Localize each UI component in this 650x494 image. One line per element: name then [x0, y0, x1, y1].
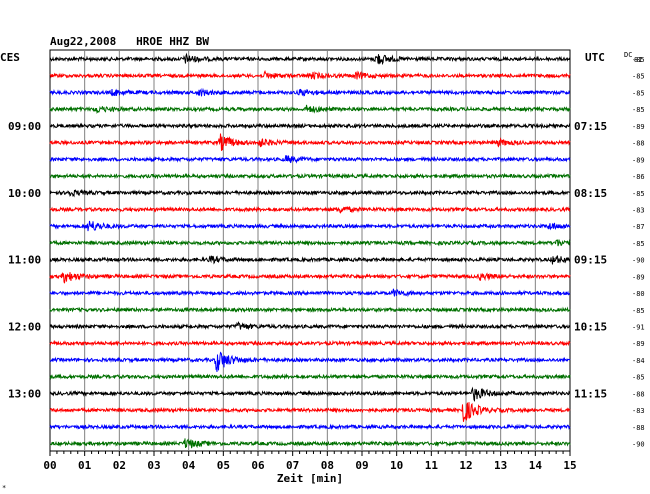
left-time-label: 10:00	[8, 187, 41, 200]
dc-value: -85	[632, 73, 645, 81]
plot-frame	[49, 49, 571, 452]
x-axis: 00 01 02 03 04 05 06 07 08 09 10 11 12 13 14 15	[43, 451, 577, 472]
x-tick-label: 06	[251, 459, 265, 472]
left-time-label: 13:00	[8, 387, 41, 400]
trace-line	[49, 373, 571, 381]
dc-value: -85	[632, 190, 645, 198]
dc-value: -89	[632, 123, 645, 131]
x-tick-label: 07	[286, 459, 299, 472]
x-tick-label: 08	[321, 459, 334, 472]
dc-value-column: -85 -85 -85 -85 -89 -88 -89 -86 -85 -83 -87 -85 -90 -…	[632, 56, 645, 449]
right-time-axis: 07:15 08:15 09:15 10:15 11:15	[574, 120, 607, 401]
x-tick-label: 10	[390, 459, 403, 472]
dc-value: -89	[632, 340, 645, 348]
dc-value: -87	[632, 223, 645, 231]
dc-value: -85	[632, 56, 645, 64]
dc-header-label: DC	[624, 51, 632, 59]
trace-group	[49, 52, 571, 449]
dc-value: -85	[632, 374, 645, 382]
dc-value: -88	[632, 390, 645, 398]
dc-value: -89	[632, 273, 645, 281]
dc-value: -83	[632, 407, 645, 415]
left-time-label: 12:00	[8, 321, 41, 334]
dc-value: -85	[632, 89, 645, 97]
trace-line	[49, 87, 570, 97]
chart-title: Aug22,2008 HROE HHZ BW	[50, 35, 209, 48]
dc-value: -83	[632, 206, 645, 214]
dc-value: -90	[632, 257, 645, 265]
dc-value: -85	[632, 106, 645, 114]
dc-value: -85	[632, 307, 645, 315]
trace-line	[49, 188, 571, 198]
trace-line	[49, 306, 571, 314]
dc-value: -91	[632, 324, 645, 332]
x-tick-label: 02	[113, 459, 126, 472]
trace-line	[49, 271, 571, 284]
x-tick-label: 03	[147, 459, 160, 472]
minute-gridlines	[84, 50, 536, 451]
dc-value: -90	[632, 441, 645, 449]
trace-line	[49, 320, 571, 331]
dc-value: -88	[632, 424, 645, 432]
trace-line	[49, 239, 571, 247]
x-tick-label: 15	[563, 459, 576, 472]
trace-line	[49, 402, 571, 422]
trace-line	[49, 52, 571, 66]
trace-line	[49, 133, 571, 151]
right-time-label: 10:15	[574, 321, 607, 334]
dc-value: -80	[632, 290, 645, 298]
dc-value: -88	[632, 140, 645, 148]
x-tick-label: 11	[425, 459, 439, 472]
right-time-label: 08:15	[574, 187, 607, 200]
left-time-axis: 09:00 10:00 11:00 12:00 13:00	[8, 120, 41, 401]
x-tick-label: 05	[217, 459, 230, 472]
trace-line	[49, 288, 571, 298]
trace-line	[49, 438, 571, 449]
dc-value: -89	[632, 156, 645, 164]
right-time-label: 09:15	[574, 254, 607, 267]
x-tick-label: 09	[355, 459, 368, 472]
trace-line	[49, 255, 571, 265]
x-tick-label: 04	[182, 459, 196, 472]
trace-line	[49, 104, 571, 115]
trace-line	[49, 155, 571, 164]
trace-line	[49, 386, 571, 402]
trace-line	[49, 339, 571, 347]
trace-line	[49, 423, 571, 431]
x-axis-label: Zeit [min]	[277, 472, 343, 485]
trace-line	[49, 172, 571, 180]
x-tick-label: 00	[43, 459, 56, 472]
trace-line	[49, 69, 571, 80]
corner-mark: *	[2, 484, 6, 492]
trace-line	[49, 205, 571, 214]
right-time-label: 11:15	[574, 387, 607, 400]
right-time-label: 07:15	[574, 120, 607, 133]
left-time-label: 11:00	[8, 254, 41, 267]
dc-value: -86	[632, 173, 645, 181]
x-tick-label: 12	[459, 459, 472, 472]
x-tick-label: 14	[529, 459, 543, 472]
x-tick-label: 01	[78, 459, 92, 472]
left-time-label: 09:00	[8, 120, 41, 133]
dc-header-sub-label: 81	[634, 56, 642, 64]
right-timezone-label: UTC	[585, 51, 605, 64]
trace-line	[49, 351, 571, 372]
dc-value: -85	[632, 240, 645, 248]
trace-line	[49, 220, 571, 232]
dc-value: -84	[632, 357, 645, 365]
trace-line	[49, 122, 571, 130]
x-tick-label: 13	[494, 459, 507, 472]
left-timezone-label: CES	[0, 51, 20, 64]
